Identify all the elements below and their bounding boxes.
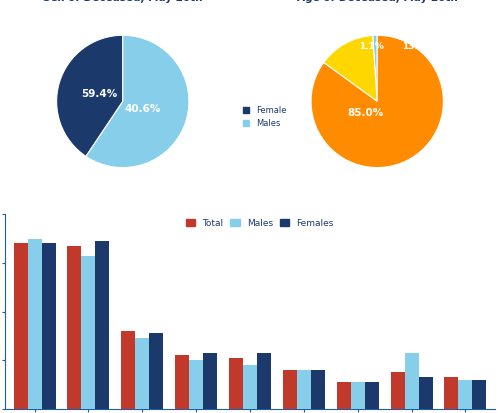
Bar xyxy=(458,380,472,409)
Wedge shape xyxy=(311,35,444,168)
Bar xyxy=(472,380,486,409)
Bar xyxy=(14,244,28,409)
Wedge shape xyxy=(324,36,377,102)
Wedge shape xyxy=(86,35,189,168)
Bar xyxy=(82,256,96,409)
Bar xyxy=(122,331,136,409)
Bar xyxy=(229,358,243,409)
Wedge shape xyxy=(56,35,123,157)
Bar xyxy=(336,382,350,409)
Text: 85.0%: 85.0% xyxy=(348,108,384,118)
Title: Age of Deceased, May 20th: Age of Deceased, May 20th xyxy=(297,0,458,3)
Text: 40.6%: 40.6% xyxy=(124,104,160,114)
Bar xyxy=(42,244,56,409)
Bar xyxy=(150,333,164,409)
Bar xyxy=(390,373,404,409)
Bar xyxy=(257,353,271,409)
Wedge shape xyxy=(372,35,377,102)
Bar xyxy=(311,370,325,409)
Bar xyxy=(283,370,297,409)
Bar xyxy=(96,241,110,409)
Bar xyxy=(418,377,432,409)
Legend: Female, Males: Female, Males xyxy=(240,102,290,131)
Text: B: B xyxy=(264,0,275,2)
Bar xyxy=(68,246,82,409)
Bar xyxy=(203,353,217,409)
Text: A: A xyxy=(10,0,20,2)
Bar xyxy=(444,377,458,409)
Title: Sex of Deceased, May 20th: Sex of Deceased, May 20th xyxy=(43,0,203,3)
Bar xyxy=(136,338,149,409)
Legend: Total, Males, Females: Total, Males, Females xyxy=(182,215,338,231)
Bar xyxy=(189,360,203,409)
Bar xyxy=(28,239,42,409)
Text: 13.9%: 13.9% xyxy=(402,43,434,52)
Bar xyxy=(297,370,311,409)
Bar xyxy=(175,355,189,409)
Bar xyxy=(350,382,364,409)
Text: 0.0%: 0.0% xyxy=(365,25,390,34)
Bar xyxy=(243,365,257,409)
Bar xyxy=(364,382,378,409)
Text: 1.1%: 1.1% xyxy=(358,43,384,52)
Text: 59.4%: 59.4% xyxy=(82,89,118,99)
Bar xyxy=(404,353,418,409)
